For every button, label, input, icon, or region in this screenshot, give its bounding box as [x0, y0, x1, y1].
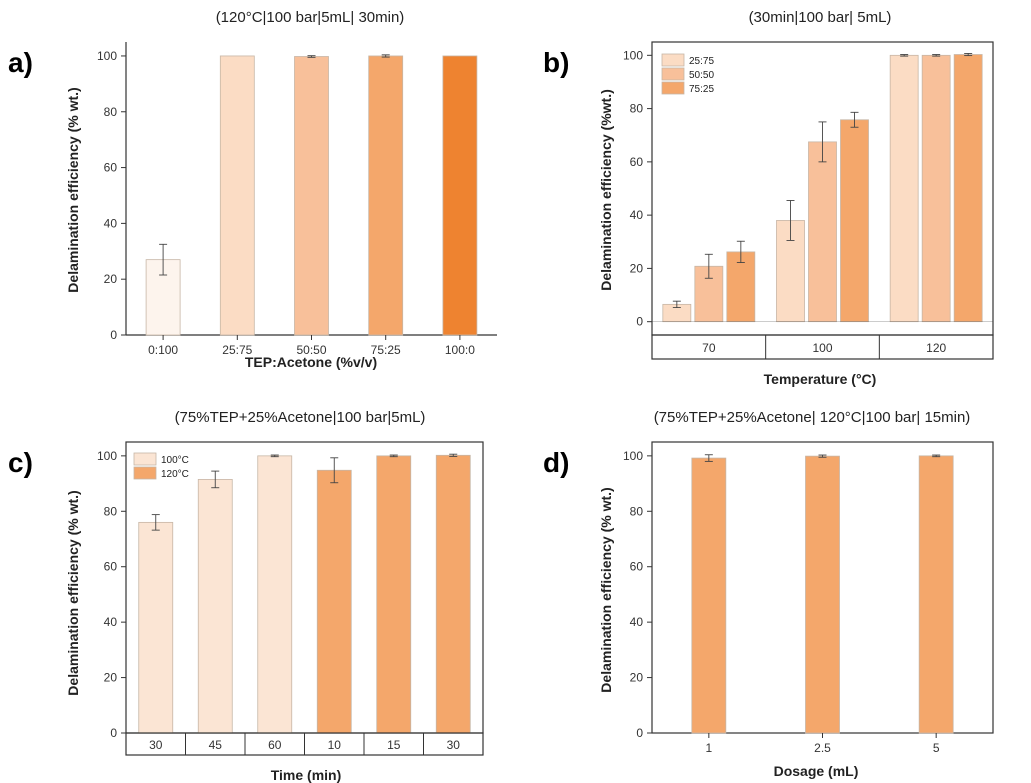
panel-a-bar [368, 55, 404, 336]
panel-a-ytick-label: 80 [104, 105, 118, 119]
panel-a-bar [442, 55, 478, 336]
panel-a-category-label: 50:50 [296, 343, 326, 357]
panel-d-ytick-label: 0 [636, 726, 643, 740]
panel-c-category-label: 45 [209, 738, 223, 752]
panel-d-ytick-label: 80 [630, 504, 644, 518]
panel-c-ytick-label: 40 [104, 615, 118, 629]
panel-d-ytick-label: 60 [630, 560, 644, 574]
panel-a-ytick-label: 40 [104, 216, 118, 230]
panel-b-bar [953, 54, 983, 323]
panel-b-letter: b) [543, 47, 569, 78]
panel-b-legend-swatch [661, 53, 685, 67]
panel-b-ytick-label: 100 [623, 48, 643, 62]
panel-b-category-label: 100 [812, 341, 832, 355]
panel-d-marks: 0 20 40 60 80 100 1 2.5 5 [623, 441, 994, 755]
panel-a-letter: a) [8, 47, 33, 78]
panel-c-bar [435, 454, 471, 734]
panel-a-bar [294, 56, 329, 336]
panel-a-bar [219, 55, 255, 336]
panel-c-category-label: 60 [268, 738, 282, 752]
panel-a-ytick-label: 20 [104, 272, 118, 286]
panel-b-ytick-label: 20 [630, 261, 644, 275]
panel-a-category-label: 75:25 [371, 343, 401, 357]
panel-d-bar [805, 455, 840, 734]
panel-a-category-label: 25:75 [222, 343, 252, 357]
panel-a-marks: 0 20 40 60 80 100 0:100 25:75 50:50 75:25 100:0 [97, 42, 497, 357]
panel-d-xlabel: Dosage (mL) [774, 763, 859, 779]
panel-c-ytick-label: 0 [110, 726, 117, 740]
panel-d-ytick-label: 40 [630, 615, 644, 629]
panel-c-bar [257, 455, 293, 734]
panel-d-ytick-label: 100 [623, 449, 643, 463]
panel-d-category-label: 1 [705, 741, 712, 755]
panel-b-marks: 0 20 40 60 80 100 70 100 120 25:75 50:50 75:25 [623, 41, 994, 360]
panel-a-ytick-label: 60 [104, 161, 118, 175]
panel-c: (75%TEP+25%Acetone|100 bar|5mL) c) Time … [8, 409, 484, 783]
panel-c-bar [138, 521, 174, 734]
panel-d-category-label: 2.5 [814, 741, 831, 755]
panel-b-legend-label: 75:25 [689, 84, 714, 95]
panel-a: (120°C|100 bar|5mL| 30min) a) TEP:Aceton… [8, 9, 497, 370]
panel-c-legend-swatch [133, 452, 157, 466]
panel-b-legend-label: 25:75 [689, 56, 714, 67]
panel-c-category-label: 30 [447, 738, 461, 752]
panel-a-ytick-label: 0 [110, 328, 117, 342]
panel-c-bar [376, 455, 412, 734]
panel-c-ytick-label: 60 [104, 560, 118, 574]
panel-a-ytick-label: 100 [97, 49, 117, 63]
panel-b: (30min|100 bar| 5mL) b) Temperature (°C)… [543, 9, 994, 387]
panel-b-ytick-label: 80 [630, 102, 644, 116]
panel-c-category-label: 15 [387, 738, 401, 752]
panel-d-category-label: 5 [933, 741, 940, 755]
panel-a-xlabel: TEP:Acetone (%v/v) [245, 354, 377, 370]
panel-c-ylabel: Delamination efficiency (% wt.) [65, 490, 81, 695]
panel-c-ytick-label: 100 [97, 449, 117, 463]
panel-c-letter: c) [8, 447, 33, 478]
panel-d-bar [691, 457, 727, 734]
panel-b-legend-label: 50:50 [689, 70, 714, 81]
panel-c-bar [316, 469, 352, 734]
panel-d-ylabel: Delamination efficiency (% wt.) [598, 487, 614, 692]
panel-a-title: (120°C|100 bar|5mL| 30min) [216, 9, 405, 26]
panel-b-xlabel: Temperature (°C) [764, 371, 877, 387]
panel-a-category-label: 100:0 [445, 343, 475, 357]
panel-c-frame [125, 441, 484, 734]
panel-b-bar [726, 251, 756, 323]
panel-b-ylabel: Delamination efficiency (%wt.) [598, 89, 614, 290]
panel-c-ytick-label: 20 [104, 671, 118, 685]
panel-b-legend-swatch [661, 81, 685, 95]
panel-c-legend-swatch [133, 466, 157, 480]
panel-b-ytick-label: 60 [630, 155, 644, 169]
panel-b-ytick-label: 0 [636, 315, 643, 329]
panel-c-category-label: 30 [149, 738, 163, 752]
panel-c-legend-label: 120°C [161, 469, 189, 480]
panel-b-bar [808, 141, 837, 323]
panel-d-title: (75%TEP+25%Acetone| 120°C|100 bar| 15min… [654, 409, 971, 426]
panel-b-bar [921, 54, 951, 323]
panel-b-ytick-label: 40 [630, 208, 644, 222]
panel-b-category-table [651, 334, 994, 360]
panel-c-category-label: 10 [328, 738, 342, 752]
panel-b-category-label: 120 [926, 341, 946, 355]
panel-b-title: (30min|100 bar| 5mL) [749, 9, 892, 26]
panel-d-letter: d) [543, 447, 569, 478]
panel-b-bar [889, 54, 919, 323]
panel-c-xlabel: Time (min) [271, 767, 342, 783]
panel-d: (75%TEP+25%Acetone| 120°C|100 bar| 15min… [543, 409, 994, 779]
panel-a-category-label: 0:100 [148, 343, 178, 357]
panel-c-legend-label: 100°C [161, 455, 189, 466]
panel-b-bar [840, 119, 869, 323]
panel-d-ytick-label: 20 [630, 671, 644, 685]
panel-c-ytick-label: 80 [104, 504, 118, 518]
panel-c-marks: 0 20 40 60 80 100 30 45 60 10 15 30 100°C 120°C [97, 441, 484, 756]
panel-c-title: (75%TEP+25%Acetone|100 bar|5mL) [175, 409, 426, 426]
panel-c-bar [197, 479, 233, 734]
panel-b-legend-swatch [661, 67, 685, 81]
panel-b-category-label: 70 [702, 341, 716, 355]
panel-a-ylabel: Delamination efficiency (% wt.) [65, 87, 81, 292]
panel-d-bar [918, 455, 954, 734]
